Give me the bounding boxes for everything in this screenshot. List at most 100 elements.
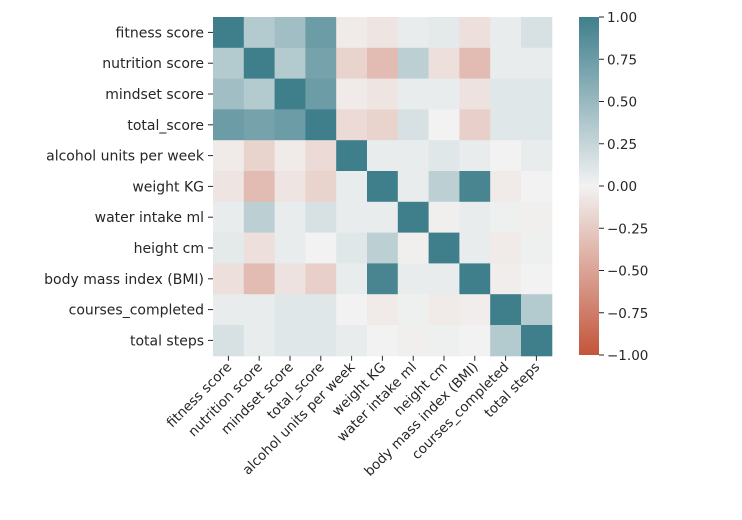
heatmap-cell-8-5 bbox=[367, 263, 399, 295]
colorbar-tick-label: 1.00 bbox=[607, 10, 637, 26]
heatmap-cell-7-5 bbox=[367, 232, 399, 264]
heatmap-cell-4-10 bbox=[521, 140, 553, 172]
heatmap-cell-5-3 bbox=[305, 171, 337, 203]
heatmap-cell-9-10 bbox=[521, 294, 553, 326]
heatmap-cell-10-0 bbox=[213, 325, 245, 357]
heatmap-cell-5-9 bbox=[490, 171, 522, 203]
y-axis-labels: fitness score nutrition score mindset scor… bbox=[44, 25, 213, 349]
heatmap-cell-8-2 bbox=[274, 263, 306, 295]
heatmap-cell-0-7 bbox=[428, 17, 460, 49]
colorbar-tick-label: −0.25 bbox=[607, 221, 648, 237]
heatmap-cell-3-7 bbox=[428, 109, 460, 141]
heatmap-cell-7-10 bbox=[521, 232, 553, 264]
y-tick-label: total_score bbox=[127, 118, 204, 134]
heatmap-cell-9-5 bbox=[367, 294, 399, 326]
colorbar-tick-label: −0.75 bbox=[607, 306, 648, 322]
heatmap-cell-7-0 bbox=[213, 232, 245, 264]
heatmap-cell-10-7 bbox=[428, 325, 460, 357]
heatmap-cell-8-10 bbox=[521, 263, 553, 295]
heatmap-cell-8-6 bbox=[397, 263, 430, 295]
heatmap-cell-0-4 bbox=[336, 17, 368, 49]
heatmap-cell-0-1 bbox=[243, 17, 276, 49]
heatmap-cell-6-4 bbox=[336, 201, 368, 234]
heatmap-cell-4-0 bbox=[213, 140, 245, 172]
heatmap-cell-3-4 bbox=[336, 109, 368, 141]
colorbar-tick-label: −0.50 bbox=[607, 264, 648, 280]
heatmap-cell-2-4 bbox=[336, 78, 368, 110]
heatmap-cell-9-7 bbox=[428, 294, 460, 326]
heatmap-cell-8-1 bbox=[243, 263, 276, 295]
heatmap-cell-7-3 bbox=[305, 232, 337, 264]
heatmap-cell-4-6 bbox=[397, 140, 430, 172]
heatmap-cell-3-1 bbox=[243, 109, 276, 141]
heatmap-cell-10-10 bbox=[521, 325, 553, 357]
heatmap-cell-4-4 bbox=[336, 140, 368, 172]
heatmap-cell-1-2 bbox=[274, 47, 306, 80]
heatmap-cell-10-2 bbox=[274, 325, 306, 357]
heatmap-cell-6-3 bbox=[305, 201, 337, 234]
colorbar-tick-label: −1.00 bbox=[607, 348, 648, 364]
heatmap-cell-6-0 bbox=[213, 201, 245, 234]
heatmap-cell-2-10 bbox=[521, 78, 553, 110]
heatmap-cell-4-9 bbox=[490, 140, 522, 172]
heatmap-cell-8-3 bbox=[305, 263, 337, 295]
heatmap-cell-1-4 bbox=[336, 47, 368, 80]
heatmap-cell-7-4 bbox=[336, 232, 368, 264]
heatmap-cell-2-2 bbox=[274, 78, 306, 110]
heatmap-cell-8-9 bbox=[490, 263, 522, 295]
heatmap-cell-3-9 bbox=[490, 109, 522, 141]
heatmap-cell-4-7 bbox=[428, 140, 460, 172]
heatmap-cell-10-5 bbox=[367, 325, 399, 357]
heatmap-cell-1-7 bbox=[428, 47, 460, 80]
heatmap-cell-2-5 bbox=[367, 78, 399, 110]
heatmap-cell-6-1 bbox=[243, 201, 276, 234]
heatmap-cell-2-1 bbox=[243, 78, 276, 110]
heatmap-cell-2-7 bbox=[428, 78, 460, 110]
heatmap-cell-5-5 bbox=[367, 171, 399, 203]
colorbar-tick-label: 0.00 bbox=[607, 179, 637, 195]
heatmap-cell-8-4 bbox=[336, 263, 368, 295]
colorbar-tick-label: 0.75 bbox=[607, 52, 637, 68]
y-tick-label: courses_completed bbox=[69, 303, 204, 319]
heatmap-cell-2-6 bbox=[397, 78, 430, 110]
heatmap-cell-8-8 bbox=[459, 263, 491, 295]
heatmap-cell-8-7 bbox=[428, 263, 460, 295]
heatmap-cell-6-6 bbox=[397, 201, 430, 234]
heatmap-cell-10-6 bbox=[397, 325, 430, 357]
heatmap-cell-10-1 bbox=[243, 325, 276, 357]
heatmap-cell-3-6 bbox=[397, 109, 430, 141]
heatmap-cell-6-5 bbox=[367, 201, 399, 234]
heatmap-cell-1-1 bbox=[243, 47, 276, 80]
heatmap-cell-2-8 bbox=[459, 78, 491, 110]
heatmap-cell-7-2 bbox=[274, 232, 306, 264]
heatmap-cell-9-8 bbox=[459, 294, 491, 326]
heatmap-cell-10-3 bbox=[305, 325, 337, 357]
heatmap-cell-3-2 bbox=[274, 109, 306, 141]
heatmap-cell-0-2 bbox=[274, 17, 306, 49]
heatmap-cell-5-6 bbox=[397, 171, 430, 203]
heatmap-cell-4-5 bbox=[367, 140, 399, 172]
heatmap-cell-6-10 bbox=[521, 201, 553, 234]
y-tick-label: body mass index (BMI) bbox=[44, 272, 204, 288]
heatmap-cell-5-4 bbox=[336, 171, 368, 203]
heatmap-cell-7-9 bbox=[490, 232, 522, 264]
heatmap-cell-4-2 bbox=[274, 140, 306, 172]
heatmap-cell-9-1 bbox=[243, 294, 276, 326]
heatmap-cell-9-6 bbox=[397, 294, 430, 326]
heatmap-cell-1-0 bbox=[213, 47, 245, 80]
heatmap-cell-4-3 bbox=[305, 140, 337, 172]
colorbar-gradient bbox=[579, 17, 599, 355]
heatmap-cell-3-3 bbox=[305, 109, 337, 141]
heatmap-cell-4-1 bbox=[243, 140, 276, 172]
heatmap-cell-0-8 bbox=[459, 17, 491, 49]
heatmap-cell-9-0 bbox=[213, 294, 245, 326]
heatmap-cell-7-7 bbox=[428, 232, 460, 264]
heatmap-cell-9-2 bbox=[274, 294, 306, 326]
y-tick-label: height cm bbox=[134, 241, 204, 257]
heatmap-cell-1-3 bbox=[305, 47, 337, 80]
heatmap-cell-2-0 bbox=[213, 78, 245, 110]
heatmap-cell-7-8 bbox=[459, 232, 491, 264]
